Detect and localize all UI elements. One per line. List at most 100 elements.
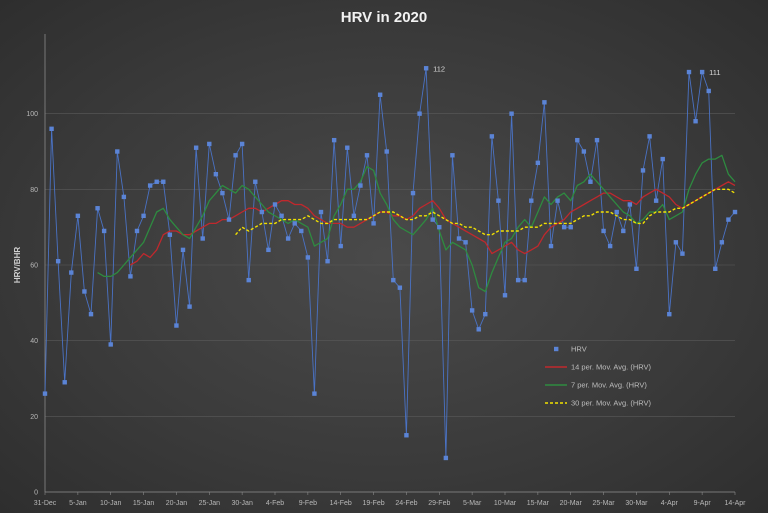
hrv-point <box>246 277 251 283</box>
gridlines <box>45 113 735 493</box>
hrv-point <box>594 137 600 143</box>
hrv-point <box>239 141 245 147</box>
hrv-line <box>44 67 736 459</box>
x-tick-label: 10-Mar <box>494 500 517 507</box>
ma30-line <box>235 188 736 236</box>
hrv-point <box>207 141 212 147</box>
hrv-point <box>82 289 87 294</box>
hrv-point <box>299 228 304 234</box>
hrv-point <box>233 153 238 158</box>
x-tick-label: 25-Jan <box>199 500 221 507</box>
hrv-point <box>496 198 501 203</box>
hrv-point <box>226 217 232 222</box>
x-tick-label: 14-Feb <box>330 500 352 507</box>
hrv-point <box>686 69 692 75</box>
legend-entry: HRV <box>571 345 587 354</box>
x-tick-label: 20-Jan <box>166 500 188 507</box>
hrv-point <box>272 202 278 207</box>
hrv-point <box>128 274 133 279</box>
y-axis-label: HRV/BHR <box>13 247 22 284</box>
hrv-point <box>200 236 205 241</box>
x-tick-label: 19-Feb <box>362 500 384 507</box>
hrv-point <box>358 183 363 188</box>
hrv-point <box>266 247 271 253</box>
hrv-point <box>259 209 265 215</box>
hrv-point <box>377 92 383 97</box>
hrv-point <box>42 391 48 396</box>
y-tick-labels: 0 20 40 60 80 100 <box>26 111 38 496</box>
hrv-point <box>292 221 297 226</box>
hrv-point <box>443 455 449 461</box>
hrv-point <box>331 137 337 143</box>
annotation-label: 112 <box>433 64 445 73</box>
hrv-point <box>706 88 711 94</box>
y-tick-label: 60 <box>30 263 38 270</box>
hrv-point <box>345 145 350 150</box>
legend-entry: 7 per. Mov. Avg. (HRV) <box>571 381 647 390</box>
hrv-point <box>456 236 462 241</box>
hrv-point <box>174 323 179 328</box>
y-tick-label: 40 <box>30 338 38 345</box>
y-tick-label: 0 <box>34 490 38 497</box>
x-tick-label: 5-Jan <box>69 500 87 507</box>
hrv-point <box>351 213 357 219</box>
hrv-point <box>581 149 587 154</box>
hrv-point <box>285 236 291 241</box>
hrv-point <box>364 153 370 158</box>
axes <box>44 34 736 495</box>
hrv-point <box>69 270 74 275</box>
hrv-point <box>693 119 698 124</box>
hrv-point <box>384 149 389 154</box>
hrv-point <box>542 100 547 105</box>
hrv-point <box>437 224 442 230</box>
hrv-point <box>469 308 475 313</box>
hrv-point <box>509 111 514 116</box>
hrv-point <box>108 342 113 347</box>
hrv-point <box>423 66 429 71</box>
hrv-point <box>450 153 455 158</box>
x-tick-label: 9-Apr <box>694 500 712 507</box>
hrv-point <box>430 217 435 222</box>
hrv-point <box>529 198 534 203</box>
hrv-point <box>476 327 481 332</box>
hrv-point <box>463 240 468 245</box>
hrv-point <box>732 209 738 215</box>
x-tick-label: 10-Jan <box>100 500 122 507</box>
hrv-point <box>253 179 258 184</box>
hrv-point <box>502 293 508 298</box>
hrv-point <box>726 217 731 222</box>
hrv-point <box>187 304 192 309</box>
hrv-point <box>95 206 100 211</box>
hrv-point <box>391 277 396 283</box>
hrv-point <box>667 311 672 317</box>
x-tick-label: 30-Jan <box>231 500 253 507</box>
hrv-point <box>404 433 409 438</box>
hrv-point <box>640 168 646 173</box>
hrv-point <box>213 172 219 177</box>
hrv-point <box>555 198 560 203</box>
x-tick-label: 9-Feb <box>299 500 317 507</box>
annotations: 112 111 <box>433 64 720 77</box>
x-tick-label: 25-Mar <box>592 500 615 507</box>
hrv-point <box>647 134 652 139</box>
hrv-point <box>101 228 107 234</box>
hrv-markers <box>42 66 738 461</box>
x-tick-label: 24-Feb <box>395 500 417 507</box>
hrv-point <box>699 69 705 75</box>
hrv-point <box>535 160 541 166</box>
x-tick-label: 29-Feb <box>428 500 450 507</box>
hrv-point <box>318 209 324 215</box>
hrv-point <box>397 285 403 290</box>
chart-title: HRV in 2020 <box>341 9 427 26</box>
hrv-point <box>660 156 665 162</box>
y-tick-label: 20 <box>30 414 38 421</box>
hrv-point <box>55 259 61 264</box>
x-tick-label: 31-Dec <box>34 500 57 507</box>
hrv-point <box>673 240 679 245</box>
hrv-point <box>417 111 422 116</box>
hrv-point <box>489 134 495 139</box>
hrv-point <box>621 228 626 234</box>
hrv-point <box>607 243 613 249</box>
hrv-point <box>634 266 639 271</box>
